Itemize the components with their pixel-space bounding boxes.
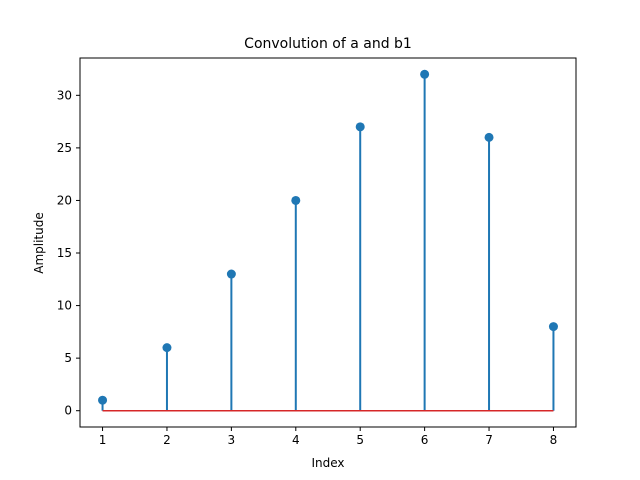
stem-marker	[98, 395, 108, 405]
x-axis-label: Index	[311, 456, 344, 470]
x-tick-label: 2	[163, 433, 171, 447]
stem-marker	[355, 122, 365, 132]
y-tick-label: 30	[57, 88, 72, 102]
stem-marker	[484, 132, 494, 142]
x-tick-label: 8	[550, 433, 558, 447]
stem-marker	[548, 322, 558, 332]
x-tick-label: 7	[485, 433, 493, 447]
stem-marker	[226, 269, 236, 279]
chart-title: Convolution of a and b1	[244, 36, 412, 52]
stem-marker	[162, 343, 172, 353]
stem-marker	[420, 69, 430, 79]
y-axis-label: Amplitude	[32, 212, 46, 274]
plot-frame	[79, 57, 577, 428]
x-tick-label: 5	[356, 433, 364, 447]
y-tick-label: 25	[57, 141, 72, 155]
y-tick-label: 5	[64, 351, 72, 365]
y-tick-label: 0	[64, 404, 72, 418]
x-tick-label: 4	[292, 433, 300, 447]
stem-series	[101, 74, 555, 411]
x-tick-label: 3	[228, 433, 236, 447]
marker-series	[98, 69, 558, 405]
y-axis: 0 5 10 15 20 25 30	[57, 88, 80, 418]
x-tick-label: 6	[421, 433, 429, 447]
x-axis: 1 2 3 4 5 6 7 8	[99, 427, 558, 447]
stem-marker	[291, 195, 301, 205]
y-tick-label: 10	[57, 299, 72, 313]
y-tick-label: 20	[57, 193, 72, 207]
x-tick-label: 1	[99, 433, 107, 447]
y-tick-label: 15	[57, 246, 72, 260]
